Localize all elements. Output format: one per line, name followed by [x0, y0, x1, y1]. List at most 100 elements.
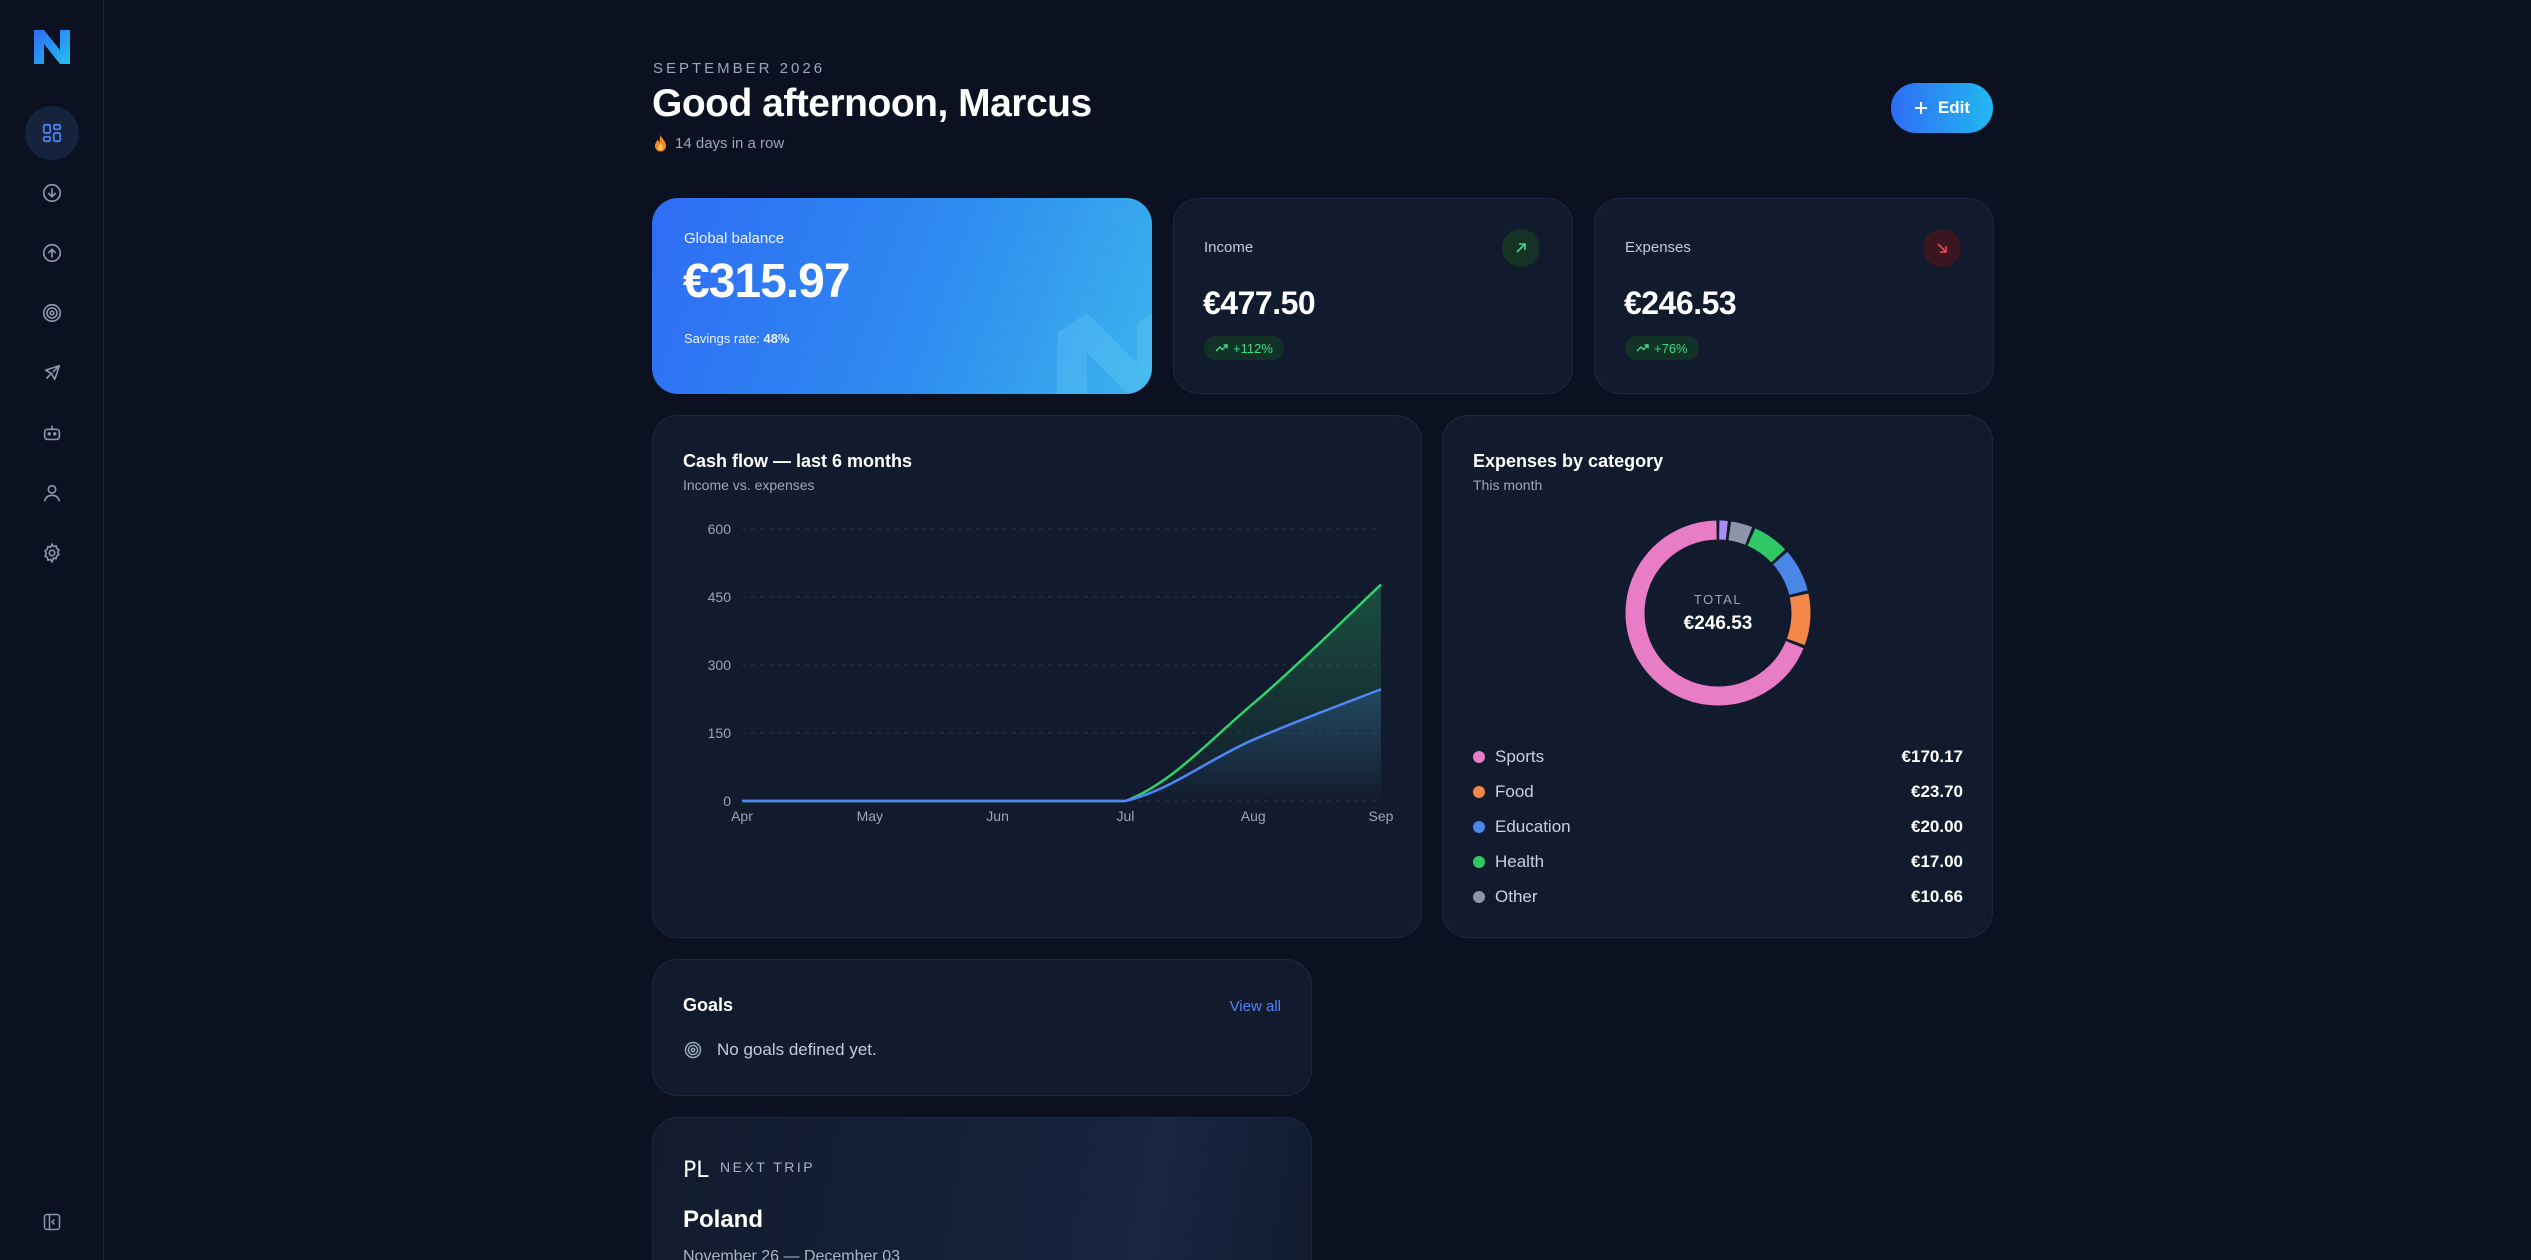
goals-card: Goals View all No goals defined yet. [652, 959, 1312, 1096]
y-tick-label: 150 [708, 725, 732, 741]
income-change: +112% [1233, 340, 1273, 356]
x-tick-label: Sep [1369, 808, 1394, 824]
category-legend-item[interactable]: Education €20.00 [1473, 815, 1963, 839]
goals-title: Goals [683, 995, 734, 1015]
next-trip-card[interactable]: PL NEXT TRIP Poland November 26 — Decemb… [652, 1117, 1312, 1260]
expenses-value: €246.53 [1624, 285, 1737, 321]
income-trend-icon [1502, 229, 1540, 267]
y-tick-label: 600 [708, 521, 732, 537]
legend-swatch [1473, 751, 1485, 763]
expenses-change: +76% [1654, 340, 1688, 356]
cashflow-card: Cash flow — last 6 months Income vs. exp… [652, 415, 1422, 938]
page-eyebrow: SEPTEMBER 2026 [653, 60, 826, 77]
cashflow-subtitle: Income vs. expenses [683, 477, 815, 493]
balance-value: €315.97 [683, 255, 851, 308]
arrow-down-circle-icon [42, 183, 62, 203]
logo-watermark [1057, 313, 1152, 394]
income-value: €477.50 [1203, 285, 1316, 321]
income-label: Income [1204, 239, 1254, 256]
streak-badge: 14 days in a row [654, 135, 784, 152]
x-tick-label: Aug [1241, 808, 1266, 824]
page-title: Good afternoon, Marcus [652, 82, 1092, 125]
goals-view-all-link[interactable]: View all [1229, 998, 1281, 1015]
legend-swatch [1473, 891, 1485, 903]
savings-label: Savings rate: [684, 331, 760, 346]
y-tick-label: 300 [708, 657, 732, 673]
series-area [742, 584, 1381, 801]
legend-swatch [1473, 856, 1485, 868]
category-legend-item[interactable]: Other €10.66 [1473, 885, 1963, 909]
nav-profile[interactable] [25, 466, 79, 520]
plane-icon [44, 364, 61, 381]
nav-income[interactable] [25, 166, 79, 220]
categories-title: Expenses by category [1473, 451, 1664, 471]
nav-trips[interactable] [25, 346, 79, 400]
donut-total-value: €246.53 [1684, 613, 1753, 634]
trending-up-icon [1215, 344, 1228, 352]
trip-country-code: PL [683, 1158, 709, 1183]
x-tick-label: Jun [986, 808, 1009, 824]
sidebar-collapse-button[interactable] [38, 1208, 66, 1236]
streak-text: 14 days in a row [675, 135, 785, 152]
donut-slice-sports[interactable] [1625, 520, 1811, 706]
expenses-label: Expenses [1625, 239, 1691, 256]
arrow-down-right-icon [1937, 243, 1947, 253]
nav-goals[interactable] [25, 286, 79, 340]
donut-slice-food[interactable] [1625, 520, 1811, 706]
trip-destination: Poland [683, 1206, 764, 1233]
expenses-trend-icon [1923, 229, 1961, 267]
trip-dates: November 26 — December 03 [683, 1248, 900, 1260]
donut-total-label: TOTAL [1694, 592, 1742, 607]
series-area [742, 689, 1381, 801]
trip-eyebrow: NEXT TRIP [720, 1159, 816, 1175]
edit-button[interactable]: Edit [1891, 83, 1993, 133]
nav-expenses[interactable] [25, 226, 79, 280]
legend-label: Food [1495, 782, 1534, 801]
savings-value: 48% [763, 331, 790, 346]
goals-empty-state: No goals defined yet. [683, 1040, 877, 1060]
legend-label: Sports [1495, 747, 1545, 766]
category-legend-item[interactable]: Food €23.70 [1473, 780, 1963, 804]
x-tick-label: Apr [731, 808, 753, 824]
legend-label: Health [1495, 852, 1545, 871]
app-logo[interactable] [30, 26, 74, 68]
robot-icon [43, 425, 61, 441]
flame-icon [655, 135, 666, 152]
category-legend-item[interactable]: Health €17.00 [1473, 850, 1963, 874]
categories-subtitle: This month [1473, 477, 1543, 493]
nav-assistant[interactable] [25, 406, 79, 460]
legend-value: €170.17 [1901, 747, 1963, 766]
cashflow-chart: 0 150 300 450 600 Apr May Jun Jul Aug Sep [708, 521, 1394, 824]
legend-label: Education [1495, 817, 1571, 836]
nav-settings[interactable] [25, 526, 79, 580]
legend-value: €20.00 [1911, 817, 1963, 836]
categories-card: Expenses by category This month TOTAL €24… [1442, 415, 1993, 938]
edit-button-label: Edit [1937, 98, 1971, 117]
legend-swatch [1473, 786, 1485, 798]
x-tick-label: May [857, 808, 883, 824]
goals-empty-text: No goals defined yet. [717, 1040, 877, 1059]
category-donut-chart: TOTAL €246.53 [1625, 520, 1811, 706]
income-change-badge: +112% [1204, 336, 1284, 360]
income-card: Income €477.50 +112% [1173, 198, 1573, 394]
legend-value: €17.00 [1911, 852, 1963, 871]
plus-icon [1914, 102, 1927, 114]
legend-label: Other [1495, 887, 1538, 906]
arrow-up-right-icon [1516, 243, 1526, 253]
arrow-up-circle-icon [42, 243, 62, 263]
target-icon [684, 1041, 702, 1059]
nav-dashboard[interactable] [25, 106, 79, 160]
legend-value: €10.66 [1911, 887, 1963, 906]
balance-label: Global balance [684, 230, 785, 247]
category-legend-item[interactable]: Sports €170.17 [1473, 745, 1963, 769]
sidebar-collapse-icon [43, 1213, 61, 1231]
legend-value: €23.70 [1911, 782, 1963, 801]
trending-up-icon [1636, 344, 1649, 352]
gear-icon [44, 542, 60, 564]
expenses-series-line [742, 688, 1382, 803]
expenses-change-badge: +76% [1625, 336, 1699, 360]
user-icon [43, 484, 61, 502]
savings-rate: Savings rate: 48% [684, 331, 790, 346]
target-icon [42, 303, 62, 323]
y-tick-label: 450 [708, 589, 732, 605]
